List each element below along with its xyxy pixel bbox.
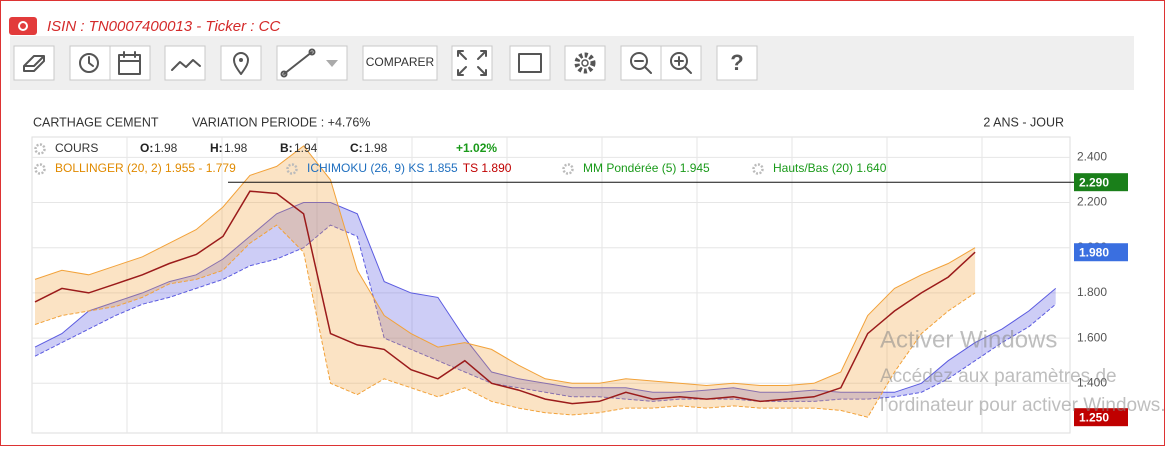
header-icon <box>9 17 37 35</box>
btn-marker[interactable] <box>221 46 261 80</box>
ohlc-key: C: <box>350 141 363 155</box>
btn-fullscreen[interactable] <box>452 46 492 80</box>
btn-compare[interactable]: COMPARER <box>363 46 437 80</box>
header: ISIN : TN0007400013 - Ticker : CC <box>9 17 280 35</box>
y-tick-label: 2.200 <box>1077 195 1107 209</box>
header-title: ISIN : TN0007400013 - Ticker : CC <box>47 18 280 35</box>
toolbar: COMPARER ? <box>10 36 1134 90</box>
btn-history[interactable] <box>70 46 110 80</box>
ohlc-value: 1.98 <box>154 141 178 155</box>
btn-draw[interactable] <box>277 46 347 80</box>
y-tick-label: 1.800 <box>1077 285 1107 299</box>
indicator-label: Hauts/Bas (20) 1.640 <box>773 161 887 175</box>
ohlc-key: B: <box>280 141 293 155</box>
btn-help[interactable]: ? <box>717 46 757 80</box>
chart-period: 2 ANS - JOUR <box>983 115 1064 129</box>
btn-erase[interactable] <box>14 46 54 80</box>
legend-change: +1.02% <box>456 141 497 155</box>
marker-label: 1.980 <box>1079 245 1109 259</box>
btn-calendar[interactable] <box>110 46 150 80</box>
chart-title: CARTHAGE CEMENT <box>33 115 159 129</box>
btn-frame[interactable] <box>510 46 550 80</box>
y-tick-label: 1.600 <box>1077 330 1107 344</box>
ohlc-value: 1.98 <box>364 141 388 155</box>
btn-zoom-out[interactable] <box>621 46 661 80</box>
indicator-label: BOLLINGER (20, 2) 1.955 - 1.779 <box>55 161 236 175</box>
btn-chart-type[interactable] <box>165 46 205 80</box>
ohlc-key: H: <box>210 141 223 155</box>
ohlc-key: O: <box>140 141 153 155</box>
legend-cours: COURS <box>55 141 98 155</box>
help-glyph[interactable]: ? <box>730 50 743 75</box>
indicator-label: MM Pondérée (5) 1.945 <box>583 161 710 175</box>
indicator-label: TS 1.890 <box>463 161 512 175</box>
watermark-line: l'ordinateur pour activer Windows. <box>880 395 1165 416</box>
watermark-line: Accédez aux paramètres de <box>880 366 1117 387</box>
watermark-title: Activer Windows <box>880 326 1057 353</box>
chart-subtitle: VARIATION PERIODE : +4.76% <box>192 115 370 129</box>
indicator-label: ICHIMOKU (26, 9) KS 1.855 <box>307 161 458 175</box>
y-tick-label: 2.400 <box>1077 150 1107 164</box>
ohlc-value: 1.98 <box>224 141 248 155</box>
btn-settings[interactable] <box>565 46 605 80</box>
compare-label[interactable]: COMPARER <box>366 55 435 69</box>
ohlc-value: 1.94 <box>294 141 318 155</box>
btn-zoom-in[interactable] <box>661 46 701 80</box>
marker-label: 2.290 <box>1079 175 1109 189</box>
